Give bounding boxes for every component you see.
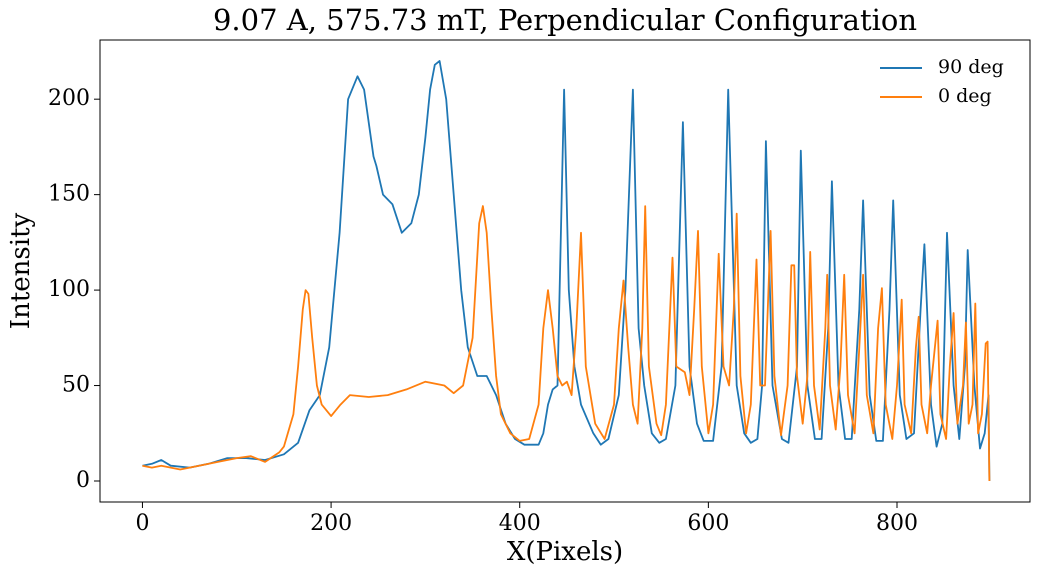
legend-label: 90 deg (938, 56, 1004, 78)
x-tick-label: 400 (499, 511, 541, 536)
x-axis-label: X(Pixels) (507, 537, 623, 567)
y-tick-label: 200 (48, 86, 90, 111)
x-tick-label: 0 (135, 511, 149, 536)
chart-title: 9.07 A, 575.73 mT, Perpendicular Configu… (213, 3, 917, 37)
data-line (142, 205, 991, 482)
x-tick-label: 800 (876, 511, 918, 536)
y-tick-label: 50 (62, 373, 90, 398)
x-tick-label: 200 (310, 511, 352, 536)
x-tick-label: 600 (687, 511, 729, 536)
plot-frame (99, 39, 1031, 503)
data-line (142, 60, 991, 482)
y-tick-label: 150 (48, 182, 90, 207)
y-tick-label: 0 (76, 468, 90, 493)
y-axis-label: Intensity (6, 212, 36, 329)
legend-label: 0 deg (938, 85, 992, 107)
y-tick-label: 100 (48, 277, 90, 302)
